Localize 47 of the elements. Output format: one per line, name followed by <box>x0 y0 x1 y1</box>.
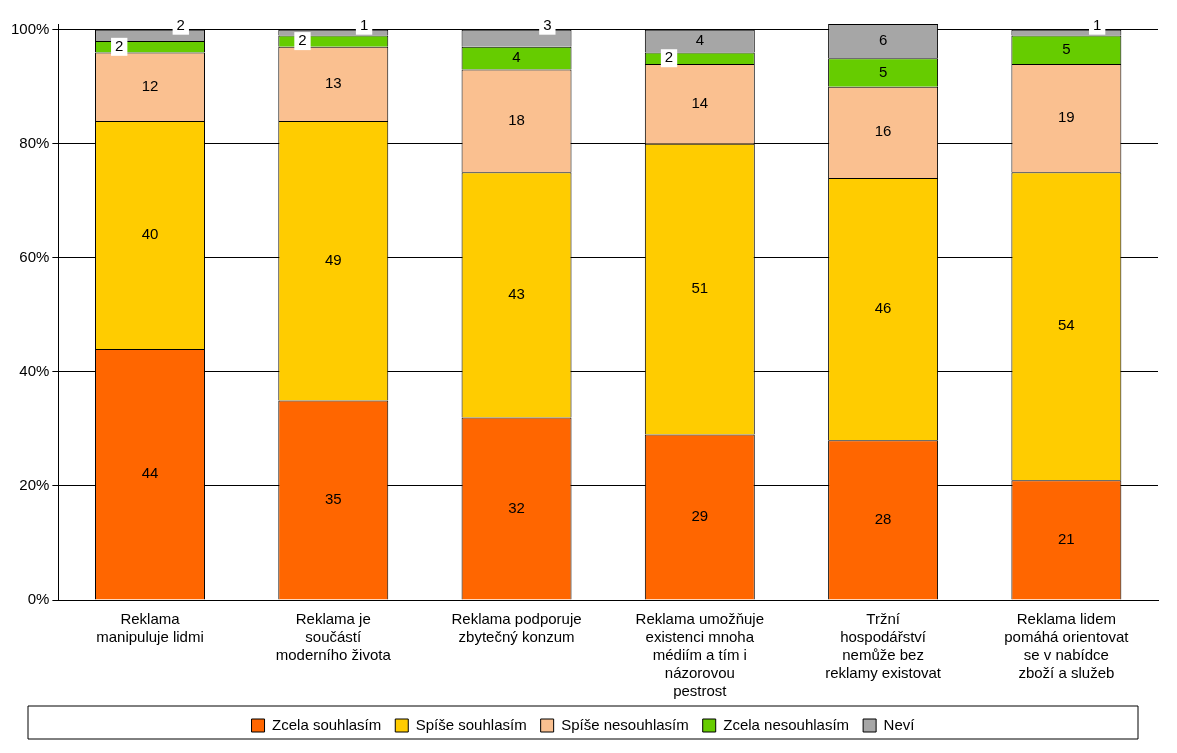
data-label: 2 <box>664 48 674 66</box>
y-tick-label: 80% <box>19 133 50 151</box>
data-label: 21 <box>1058 530 1075 548</box>
data-label: 12 <box>141 76 159 94</box>
data-label: 28 <box>874 510 892 528</box>
x-tick-label: Reklama je součástí moderního života <box>275 610 392 664</box>
x-tick-label: Reklama manipuluje lidmi <box>96 610 204 646</box>
data-label: 6 <box>878 31 888 49</box>
data-label: 5 <box>878 62 888 80</box>
data-label: 2 <box>298 31 307 49</box>
data-label: 4 <box>512 48 521 66</box>
data-label: 16 <box>874 122 892 140</box>
data-label: 43 <box>508 285 525 303</box>
data-label: 18 <box>508 111 525 129</box>
x-tick-label: Reklama podporuje zbytečný konzum <box>451 610 582 646</box>
data-label: 14 <box>691 93 709 111</box>
data-label: 49 <box>324 250 342 268</box>
x-tick-label: Tržní hospodářství nemůže bez reklamy existovat <box>825 610 942 682</box>
data-label: 51 <box>691 279 709 297</box>
y-tick-label: 60% <box>19 247 50 265</box>
x-tick-label: Reklama umožňuje existenci mnoha médiím a tím i názorovou pestrost <box>635 610 765 700</box>
data-label: 40 <box>141 225 159 243</box>
data-label: 3 <box>543 15 552 33</box>
y-tick-label: 0% <box>27 590 50 608</box>
data-label: 29 <box>691 507 709 525</box>
legend-label: Neví <box>883 715 916 733</box>
x-tick-label: Reklama lidem pomáhá orientovat se v nabídce zboží a služeb <box>1004 610 1130 682</box>
data-label: 2 <box>176 15 185 33</box>
y-tick-label: 100% <box>10 19 50 37</box>
data-label: 2 <box>115 36 124 54</box>
data-label: 4 <box>695 31 704 49</box>
y-tick-label: 40% <box>19 362 50 380</box>
data-label: 44 <box>141 464 159 482</box>
data-label: 5 <box>1062 39 1071 57</box>
data-label: 54 <box>1058 316 1075 334</box>
data-label: 32 <box>508 498 525 516</box>
data-label: 35 <box>324 490 342 508</box>
legend-label: Spíše souhlasím <box>415 715 527 733</box>
data-label: 1 <box>359 15 369 33</box>
data-label: 46 <box>874 299 892 317</box>
legend-label: Spíše nesouhlasím <box>561 715 689 733</box>
legend-label: Zcela nesouhlasím <box>723 715 850 733</box>
y-tick-label: 20% <box>19 476 50 494</box>
data-label: 1 <box>1092 15 1102 33</box>
legend-label: Zcela souhlasím <box>272 715 382 733</box>
data-label: 19 <box>1058 108 1075 126</box>
data-label: 13 <box>324 74 342 92</box>
